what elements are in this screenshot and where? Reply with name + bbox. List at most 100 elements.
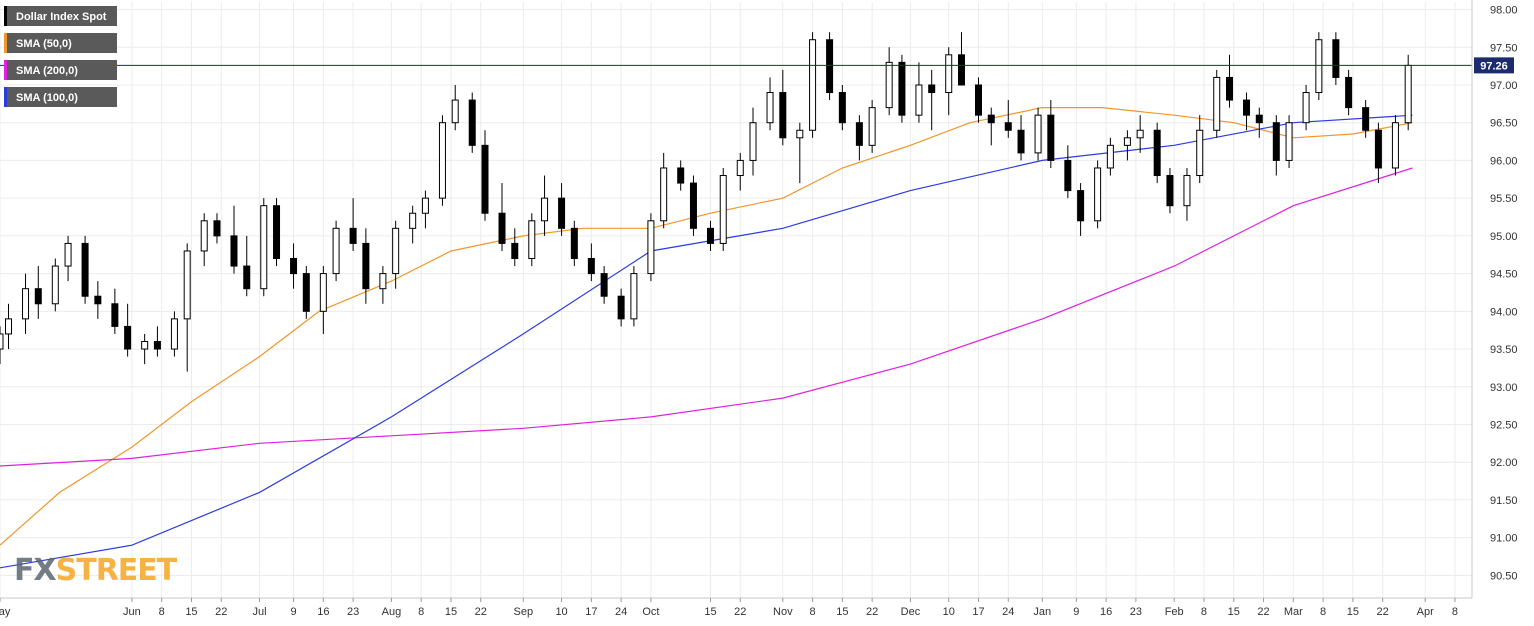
y-tick-label: 91.00 [1490,533,1518,545]
legend-label: Dollar Index Spot [16,11,107,23]
candle-body [243,265,251,290]
candle-body [5,318,13,335]
candle-body [558,197,566,229]
x-tick-label: 9 [290,606,296,618]
candle-body [706,227,714,244]
candle-body [1196,129,1204,177]
candle-body [945,54,953,94]
price-tag-label: 97.26 [1480,60,1508,72]
watermark-street: STREET [56,553,178,588]
y-tick-label: 91.50 [1490,495,1518,507]
candle-body [766,92,774,124]
x-tick-label: Apr [1417,606,1434,618]
candle-body [779,92,787,139]
x-tick-label: 8 [418,606,424,618]
legend-box [4,87,117,107]
candle-body [1017,129,1025,154]
candle-body [124,325,132,350]
candle-body [1332,39,1340,78]
x-tick-label: 23 [347,606,359,618]
candle-body [451,99,459,124]
legend-label: SMA (100,0) [16,92,78,104]
x-tick-label: Jul [252,606,266,618]
candle-body [1404,64,1412,124]
legend-item: SMA (100,0) [4,87,117,107]
legend-item: Dollar Index Spot [4,6,117,26]
candle-body [34,288,42,305]
candle-body [677,167,685,184]
current-price-tag: 97.26 [1474,57,1514,74]
candle-body [468,99,476,146]
candle-body [183,250,191,320]
candle-body [290,258,298,275]
x-tick-label: Jan [1033,606,1051,618]
sma-line [0,167,1413,467]
y-tick-label: 92.50 [1490,419,1518,431]
candle-body [349,227,357,244]
candle-body [1166,175,1174,207]
candle-body [809,39,817,131]
candle-body [898,61,906,116]
candle-body [1153,129,1161,177]
candle-body [319,273,327,312]
candle-body [987,114,995,124]
candle-body [689,182,697,229]
x-tick-label: 15 [1347,606,1359,618]
candle-body [302,273,310,312]
y-tick-label: 93.00 [1490,382,1518,394]
candle-body [915,84,923,116]
candle-body [1345,76,1353,109]
x-tick-label: 22 [215,606,227,618]
x-tick-label: 22 [734,606,746,618]
y-tick-label: 95.00 [1490,231,1518,243]
y-tick-label: 98.00 [1490,5,1518,17]
x-tick-label: Feb [1165,606,1184,618]
x-tick-label: 8 [159,606,165,618]
y-tick-label: 92.00 [1490,457,1518,469]
candle-body [153,340,161,350]
candle-body [1362,107,1370,131]
x-tick-label: Dec [901,606,921,618]
candle-body [719,175,727,244]
candles [0,32,1412,372]
candle-body [1077,190,1085,222]
candle-body [200,220,208,252]
x-tick-label: 8 [1201,606,1207,618]
x-tick-label: 24 [1002,606,1014,618]
legend-box [4,60,117,80]
x-tick-label: May [0,606,11,618]
y-tick-label: 90.50 [1490,570,1518,582]
y-tick-label: 94.50 [1490,269,1518,281]
candle-body [1136,129,1144,139]
y-tick-label: 93.50 [1490,344,1518,356]
x-tick-label: 8 [810,606,816,618]
legend-swatch [4,33,7,53]
legend-item: SMA (200,0) [4,60,117,80]
legend-label: SMA (200,0) [16,65,78,77]
x-tick-label: 24 [615,606,627,618]
candle-body [1255,114,1263,124]
candle-body [1094,167,1102,222]
candle-body [170,318,178,350]
candle-body [630,273,638,320]
watermark-fx: FX [14,553,56,588]
x-tick-label: Sep [513,606,533,618]
price-tag-box [1474,57,1514,74]
x-tick-label: 15 [445,606,457,618]
candle-body [51,265,59,305]
x-tick-label: 22 [475,606,487,618]
x-tick-label: 15 [1228,606,1240,618]
y-tick-label: 96.00 [1490,155,1518,167]
candle-body [511,242,519,260]
candle-body [1106,144,1114,169]
candle-body [22,288,30,320]
legend-box [4,33,117,53]
x-tick-label: 15 [185,606,197,618]
candle-body [1064,159,1072,192]
candle-body [826,39,834,94]
candle-body [796,129,804,139]
x-tick-label: 16 [317,606,329,618]
candle-body [273,205,281,260]
candle-body [736,159,744,177]
candle-body [749,122,757,161]
